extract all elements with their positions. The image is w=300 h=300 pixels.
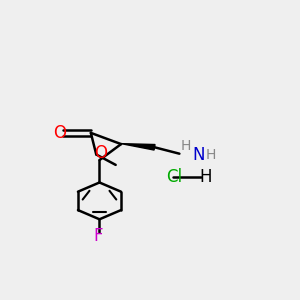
Text: H: H [199,168,212,186]
Text: H: H [180,139,190,153]
Text: O: O [53,124,66,142]
Text: H: H [206,148,216,162]
Text: N: N [193,146,205,164]
Polygon shape [121,144,155,150]
Text: O: O [94,144,107,162]
Text: Cl: Cl [167,168,182,186]
Text: F: F [93,227,103,245]
